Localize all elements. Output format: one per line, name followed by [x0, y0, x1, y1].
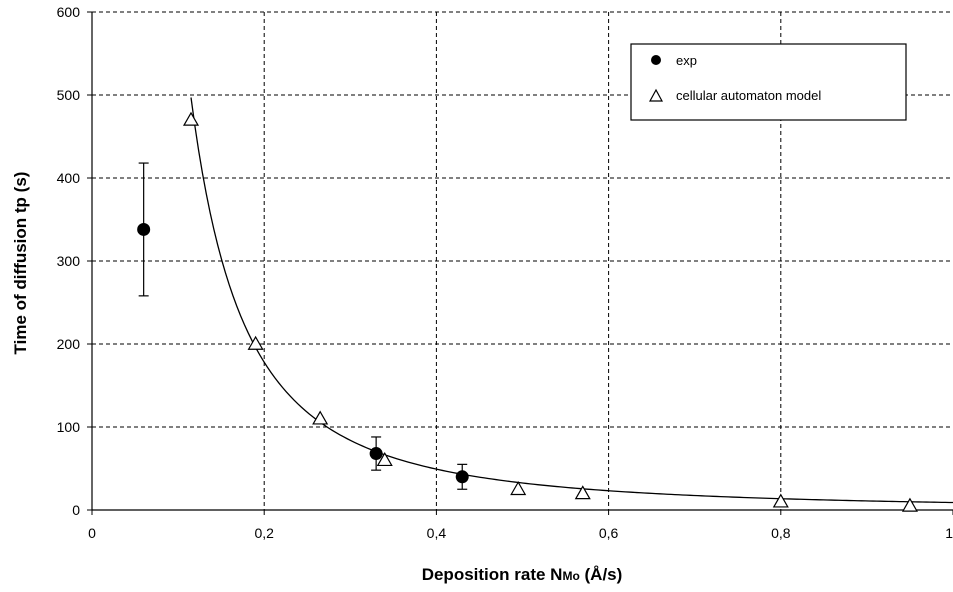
gridlines — [92, 11, 953, 510]
x-axis-title: Deposition rate NMo (Å/s) — [422, 565, 623, 584]
legend-exp-label: exp — [676, 53, 697, 68]
legend-model-marker — [648, 88, 664, 102]
x-axis-title-subscript: Mo — [562, 569, 579, 583]
x-axis-title-unit: (Å/s) — [580, 565, 623, 584]
exp-point — [455, 470, 469, 484]
x-axis-title-main: Deposition rate N — [422, 565, 563, 584]
x-tick-label: 0,2 — [254, 525, 274, 541]
model-point — [510, 481, 527, 496]
exp-point — [369, 447, 383, 461]
data-marks — [137, 111, 918, 512]
model-point — [376, 451, 393, 467]
y-tick-label: 600 — [57, 4, 81, 20]
y-axis-title: Time of diffusion tp (s) — [11, 172, 30, 355]
y-tick-label: 0 — [72, 502, 80, 518]
y-tick-label: 400 — [57, 170, 81, 186]
model-point — [772, 493, 789, 508]
legend-model-label: cellular automaton model — [676, 88, 821, 103]
fit-curve-layer — [190, 97, 953, 504]
x-tick-label: 0 — [88, 525, 96, 541]
legend-exp-marker — [651, 55, 661, 65]
model-point — [312, 410, 329, 425]
model-point — [182, 111, 200, 126]
x-tick-label: 0,8 — [771, 525, 791, 541]
y-tick-label: 500 — [57, 87, 81, 103]
y-tick-label: 200 — [57, 336, 81, 352]
x-tick-label: 0,4 — [427, 525, 447, 541]
x-tick-label: 1 — [945, 525, 953, 541]
legend-box — [630, 43, 907, 121]
axis-ticks: 0 100 200 300 400 500 600 0 0,2 0,4 0,6 0,8 1 — [57, 4, 953, 541]
y-tick-label: 100 — [57, 419, 81, 435]
legend: exp cellular automaton model — [630, 43, 907, 121]
exp-point — [137, 222, 151, 236]
y-tick-label: 300 — [57, 253, 81, 269]
model-point — [574, 485, 591, 500]
x-tick-label: 0,6 — [599, 525, 619, 541]
model-point — [901, 497, 918, 512]
model-point — [247, 335, 264, 350]
fit-curve — [190, 97, 953, 504]
